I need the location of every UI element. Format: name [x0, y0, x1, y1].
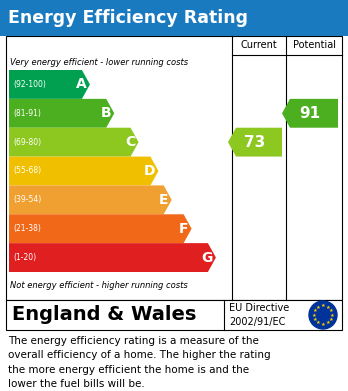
Text: ★: ★ [321, 303, 325, 308]
Text: The energy efficiency rating is a measure of the
overall efficiency of a home. T: The energy efficiency rating is a measur… [8, 336, 271, 389]
Text: (92-100): (92-100) [13, 80, 46, 89]
Text: Very energy efficient - lower running costs: Very energy efficient - lower running co… [10, 58, 188, 67]
Text: England & Wales: England & Wales [12, 305, 196, 325]
Text: (1-20): (1-20) [13, 253, 36, 262]
Bar [6, 300, 342, 330]
Text: ★: ★ [316, 320, 321, 325]
Text: 73: 73 [244, 135, 266, 150]
Text: EU Directive
2002/91/EC: EU Directive 2002/91/EC [229, 303, 289, 327]
Polygon shape [282, 99, 338, 128]
Text: ★: ★ [329, 308, 333, 313]
Polygon shape [9, 185, 172, 214]
Text: Potential: Potential [293, 41, 335, 50]
Text: Current: Current [240, 41, 277, 50]
Circle shape [309, 301, 337, 329]
Polygon shape [9, 214, 192, 243]
Text: C: C [125, 135, 136, 149]
Polygon shape [9, 128, 139, 156]
Text: ★: ★ [321, 322, 325, 326]
Polygon shape [9, 70, 90, 99]
Bar [6, 36, 342, 300]
Text: ★: ★ [329, 317, 333, 322]
Text: D: D [144, 164, 156, 178]
Text: (55-68): (55-68) [13, 167, 41, 176]
Text: ★: ★ [313, 317, 317, 322]
Text: ★: ★ [325, 305, 330, 310]
Text: ★: ★ [330, 312, 334, 317]
Text: 91: 91 [299, 106, 321, 121]
Text: (39-54): (39-54) [13, 196, 41, 204]
Polygon shape [9, 156, 158, 185]
Text: B: B [101, 106, 111, 120]
Text: (21-38): (21-38) [13, 224, 41, 233]
Text: Not energy efficient - higher running costs: Not energy efficient - higher running co… [10, 282, 188, 291]
Text: G: G [201, 251, 213, 265]
Polygon shape [9, 243, 216, 272]
Polygon shape [228, 128, 282, 156]
Bar [0, 0, 348, 36]
Text: E: E [159, 193, 169, 207]
Text: ★: ★ [325, 320, 330, 325]
Text: ★: ★ [313, 308, 317, 313]
Text: ★: ★ [316, 305, 321, 310]
Text: (81-91): (81-91) [13, 109, 41, 118]
Text: F: F [179, 222, 189, 236]
Text: Energy Efficiency Rating: Energy Efficiency Rating [8, 9, 248, 27]
Polygon shape [9, 99, 114, 128]
Text: A: A [76, 77, 87, 91]
Text: (69-80): (69-80) [13, 138, 41, 147]
Text: ★: ★ [311, 312, 316, 317]
